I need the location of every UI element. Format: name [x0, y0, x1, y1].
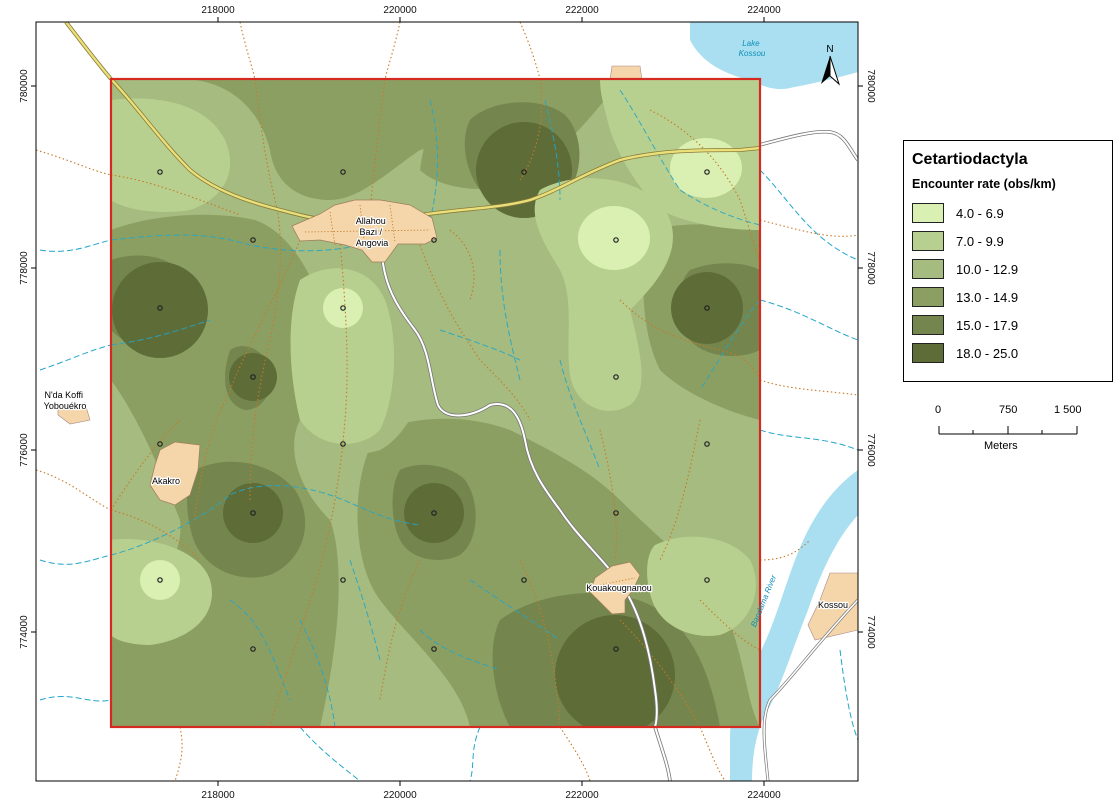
x-tick-bottom: 218000: [201, 790, 235, 801]
legend-item: 10.0 - 12.9: [912, 259, 1108, 281]
legend-swatch: [912, 315, 944, 335]
legend-item: 18.0 - 25.0: [912, 343, 1108, 365]
legend-title: Cetartiodactyla: [912, 151, 1028, 168]
y-tick-right: 774000: [865, 615, 876, 649]
settlement-kouakougnanou: [589, 561, 641, 615]
y-tick-right: 780000: [865, 69, 876, 103]
y-tick-right: 776000: [865, 433, 876, 467]
y-tick-left: 776000: [19, 433, 30, 467]
scale-label: 750: [999, 404, 1018, 416]
legend-swatch: [912, 343, 944, 363]
encounter-rate-surface: [111, 79, 760, 727]
scale-label: 0: [935, 404, 942, 416]
y-tick-left: 774000: [19, 615, 30, 649]
scale-units: Meters: [984, 440, 1018, 452]
legend-swatch: [912, 203, 944, 223]
legend: Cetartiodactyla Encounter rate (obs/km) …: [903, 140, 1113, 382]
place-label-allahou: Allahou Bazi / Angovia: [356, 216, 389, 248]
scale-bar: 0 750 1 500 Meters: [920, 400, 1100, 460]
settlement-akakro: [149, 441, 201, 506]
legend-label: 18.0 - 25.0: [956, 346, 1019, 361]
bandama-river: [730, 470, 858, 781]
legend-subtitle: Encounter rate (obs/km): [912, 177, 1056, 191]
legend-swatch: [912, 231, 944, 251]
settlement-ndakoffi: [57, 402, 91, 425]
settlement-allahou: [291, 199, 438, 263]
study-area-border: [109, 77, 762, 729]
x-tick-top: 222000: [565, 5, 599, 16]
map-frame: [35, 21, 859, 782]
legend-label: 13.0 - 14.9: [956, 290, 1019, 305]
legend-label: 7.0 - 9.9: [956, 234, 1004, 249]
legend-label: 4.0 - 6.9: [956, 206, 1004, 221]
scale-bar-graphic: [938, 426, 1078, 435]
legend-label: 15.0 - 17.9: [956, 318, 1019, 333]
x-tick-bottom: 224000: [747, 790, 781, 801]
legend-item: 13.0 - 14.9: [912, 287, 1108, 309]
place-label-kossou: Kossou: [818, 600, 848, 610]
legend-item: 15.0 - 17.9: [912, 315, 1108, 337]
scale-label: 1 500: [1054, 404, 1082, 416]
legend-swatch: [912, 259, 944, 279]
x-tick-bottom: 220000: [383, 790, 417, 801]
x-tick-top: 224000: [747, 5, 781, 16]
lake-kossou: [690, 22, 858, 90]
legend-label: 10.0 - 12.9: [956, 262, 1019, 277]
y-tick-left: 780000: [19, 69, 30, 103]
x-tick-top: 220000: [383, 5, 417, 16]
legend-swatch: [912, 287, 944, 307]
lake-label: Lake Kossou: [739, 39, 766, 58]
legend-item: 7.0 - 9.9: [912, 231, 1108, 253]
place-label-ndakoffi: N'da Koffi Yobouékro: [44, 390, 87, 411]
y-tick-right: 778000: [865, 251, 876, 285]
place-label-kouakougnanou: Kouakougnanou: [586, 583, 652, 593]
settlement-kossou: [807, 572, 858, 641]
x-tick-bottom: 222000: [565, 790, 599, 801]
legend-item: 4.0 - 6.9: [912, 203, 1108, 225]
north-arrow-icon: [821, 55, 841, 86]
north-arrow-label: N: [826, 44, 833, 55]
y-tick-left: 778000: [19, 251, 30, 285]
x-tick-top: 218000: [201, 5, 235, 16]
sampling-points: [157, 169, 710, 652]
place-label-akakro: Akakro: [152, 476, 180, 486]
